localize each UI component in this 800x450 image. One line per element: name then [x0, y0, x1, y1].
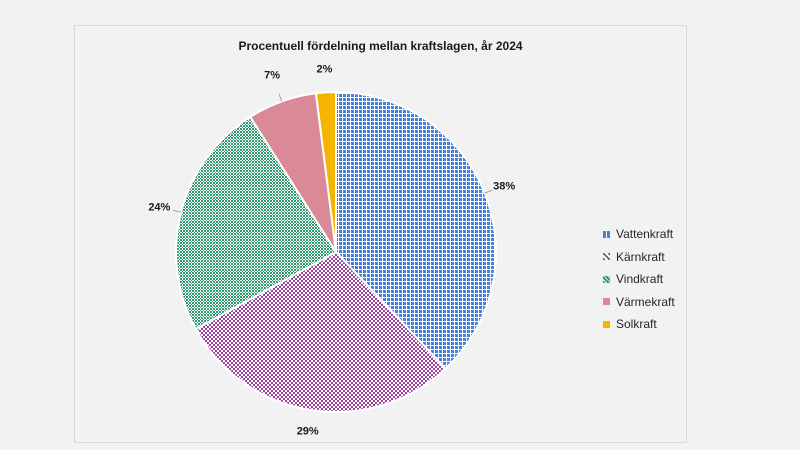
pie-slice-solkraft	[314, 90, 337, 253]
pie-slice-kärnkraft	[194, 250, 447, 413]
pie-chart: 38% 29% 24% 7% 2%	[148, 63, 515, 438]
legend-label: Värmekraft	[616, 294, 675, 309]
leader-line-vindkraft	[173, 209, 182, 213]
legend: Vattenkraft Kärnkraft Vindkraft Värmekraft S…	[603, 223, 675, 336]
legend-label: Solkraft	[616, 317, 657, 332]
legend-item-värmekraft: Värmekraft	[603, 291, 675, 314]
leader-line-vattenkraft	[484, 189, 493, 194]
chart-frame: Procentuell fördelning mellan kraftslage…	[74, 25, 687, 443]
data-label-vindkraft: 24%	[148, 202, 170, 214]
data-label-vattenkraft: 38%	[493, 180, 515, 192]
chart-title: Procentuell fördelning mellan kraftslage…	[238, 39, 523, 53]
pie-slice-vindkraft	[175, 115, 338, 331]
pie-slice-vattenkraft	[335, 90, 497, 371]
data-label-värmekraft: 7%	[264, 69, 280, 81]
data-label-solkraft: 2%	[316, 63, 332, 75]
legend-swatch	[603, 320, 610, 328]
legend-label: Kärnkraft	[616, 249, 665, 264]
data-label-kärnkraft: 29%	[297, 426, 319, 438]
legend-swatch	[603, 230, 610, 238]
legend-swatch	[603, 275, 610, 283]
leader-line-värmekraft	[278, 93, 283, 102]
legend-item-vindkraft: Vindkraft	[603, 268, 675, 291]
legend-item-vattenkraft: Vattenkraft	[603, 223, 675, 246]
legend-item-kärnkraft: Kärnkraft	[603, 246, 675, 269]
legend-item-solkraft: Solkraft	[603, 313, 675, 336]
legend-label: Vattenkraft	[616, 227, 674, 242]
legend-label: Vindkraft	[616, 272, 664, 287]
legend-swatch	[603, 253, 610, 261]
legend-swatch	[603, 298, 610, 306]
